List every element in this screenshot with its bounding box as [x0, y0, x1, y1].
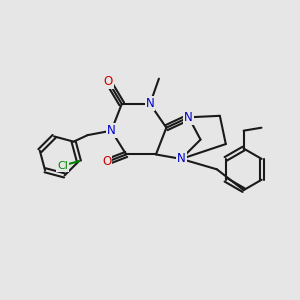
- Text: O: O: [104, 75, 113, 88]
- Text: Cl: Cl: [57, 160, 68, 171]
- Text: N: N: [184, 111, 193, 124]
- Text: N: N: [107, 124, 116, 137]
- Text: N: N: [177, 152, 186, 165]
- Text: O: O: [102, 155, 112, 168]
- Text: N: N: [146, 98, 154, 110]
